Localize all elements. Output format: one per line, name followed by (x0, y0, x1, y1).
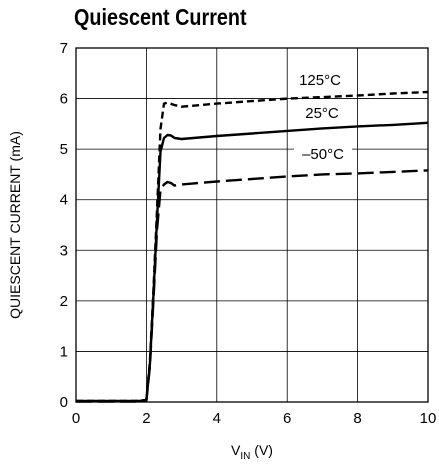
x-tick-label: 10 (420, 410, 437, 427)
y-tick-label: 3 (60, 242, 68, 259)
x-axis-label-main: V (231, 442, 241, 458)
series-label: –50°C (302, 146, 344, 163)
series-label: 25°C (305, 105, 339, 122)
y-tick-label: 0 (60, 394, 68, 411)
x-tick-label: 4 (213, 410, 221, 427)
series-line (76, 90, 429, 403)
series-label-bg (293, 104, 351, 122)
series-line (76, 169, 429, 403)
x-tick-label: 0 (72, 410, 80, 427)
y-axis-label: QUIESCENT CURRENT (mA) (7, 131, 23, 319)
x-tick-label: 2 (142, 410, 150, 427)
y-tick-label: 6 (60, 91, 68, 108)
y-tick-label: 5 (60, 141, 68, 158)
series-labels: 125°C 25°C –50°C (291, 71, 352, 163)
series-lines (76, 90, 429, 403)
series-line (76, 121, 429, 403)
y-tick-label: 1 (60, 343, 68, 360)
x-axis-label-subscript: IN (240, 451, 250, 462)
series-label: 125°C (299, 72, 341, 89)
chart-title: Quiescent Current (74, 4, 247, 30)
x-axis-label-unit: (V) (250, 442, 273, 458)
y-tick-label: 7 (60, 40, 68, 57)
series-label-bg (291, 71, 349, 89)
series-label-bg (294, 145, 352, 163)
y-tick-label: 4 (60, 192, 68, 209)
x-tick-label: 8 (353, 410, 361, 427)
y-tick-label: 2 (60, 293, 68, 310)
plot-frame (75, 47, 429, 403)
tick-labels: 0 2 4 6 8 10 0 1 2 3 4 5 6 7 (60, 40, 437, 427)
x-tick-label: 6 (283, 410, 291, 427)
x-axis-label: VIN (V) (231, 442, 273, 462)
